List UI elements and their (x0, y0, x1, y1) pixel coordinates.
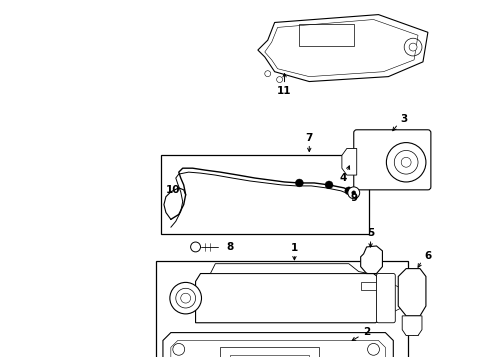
Polygon shape (402, 316, 422, 336)
Text: 5: 5 (367, 228, 374, 238)
Text: 9: 9 (350, 193, 357, 203)
FancyBboxPatch shape (376, 274, 395, 323)
Circle shape (404, 38, 422, 56)
Circle shape (387, 143, 426, 182)
Text: 11: 11 (277, 86, 292, 96)
Circle shape (325, 181, 333, 189)
Circle shape (295, 179, 303, 187)
Circle shape (176, 288, 196, 308)
Circle shape (348, 187, 360, 199)
Circle shape (181, 293, 191, 303)
Bar (161, 156, 368, 234)
Text: 2: 2 (363, 327, 370, 337)
Polygon shape (163, 333, 393, 360)
Circle shape (368, 343, 379, 355)
Text: 3: 3 (400, 114, 408, 124)
Circle shape (345, 187, 353, 195)
Text: 1: 1 (291, 243, 298, 253)
Circle shape (170, 282, 201, 314)
Polygon shape (342, 148, 357, 175)
Bar (230, 355, 309, 360)
Bar (220, 347, 319, 360)
Circle shape (173, 343, 185, 355)
Polygon shape (361, 246, 382, 274)
Text: 4: 4 (339, 173, 346, 183)
Circle shape (409, 43, 417, 51)
Text: 6: 6 (424, 251, 432, 261)
Circle shape (191, 242, 200, 252)
Text: 8: 8 (226, 242, 234, 252)
FancyBboxPatch shape (354, 130, 431, 190)
Bar (156, 261, 408, 360)
Polygon shape (210, 264, 368, 274)
Circle shape (352, 191, 356, 195)
Bar (299, 24, 354, 46)
Circle shape (401, 157, 411, 167)
Circle shape (394, 150, 418, 174)
Polygon shape (398, 269, 426, 316)
Bar (361, 282, 376, 290)
Text: 7: 7 (306, 133, 313, 143)
Polygon shape (196, 274, 383, 323)
Polygon shape (258, 15, 428, 82)
Circle shape (277, 77, 283, 82)
Text: 10: 10 (166, 185, 180, 195)
Circle shape (265, 71, 270, 77)
